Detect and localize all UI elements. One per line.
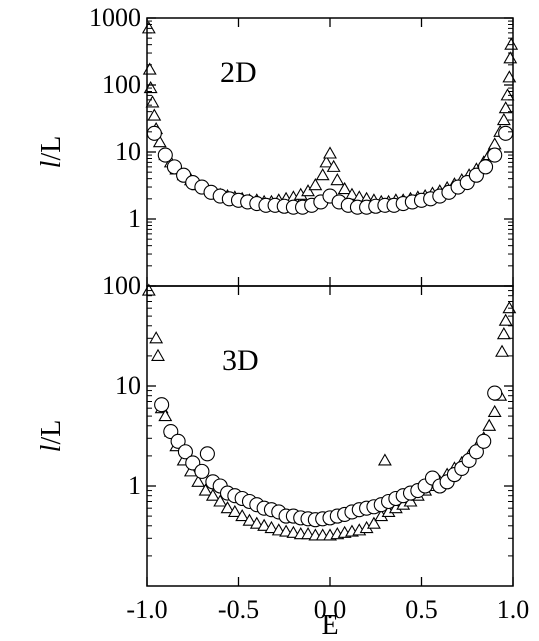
- panel-label-3d: 3D: [222, 344, 259, 377]
- ticks-2d: 1 10 100 1000: [89, 3, 514, 286]
- triangle-point-3d: [220, 501, 235, 514]
- x-tick-label: 0.0: [314, 595, 347, 624]
- triangle-point-2d: [315, 168, 330, 181]
- circle-point-3d: [170, 433, 186, 449]
- circle-point-2d: [487, 147, 503, 163]
- triangle-point-3d: [227, 504, 242, 518]
- panel-3d: 3D 1 10 100 -1.0 -0.5 0.0 0.5 1.0 l/L E: [36, 271, 529, 641]
- x-tick-label: 1.0: [497, 595, 530, 624]
- triangle-point-2d: [301, 184, 315, 197]
- triangle-point-3d: [496, 327, 511, 340]
- circle-point-2d: [146, 125, 162, 141]
- triangle-point-3d: [205, 488, 220, 501]
- y-axis-label-2d-italic: l: [36, 160, 67, 168]
- y-tick-label-2d: 1000: [89, 3, 141, 32]
- plot-frame-3d: [146, 285, 514, 587]
- circle-point-3d: [468, 444, 484, 460]
- x-tick-label: -1.0: [126, 595, 167, 624]
- triangle-point-2d: [504, 37, 519, 50]
- triangle-point-3d: [366, 516, 381, 529]
- triangle-point-2d: [330, 173, 345, 186]
- triangle-point-2d: [487, 137, 502, 150]
- y-tick-label-2d: 10: [115, 137, 141, 166]
- circle-point-3d: [199, 446, 215, 462]
- triangle-point-3d: [487, 404, 502, 418]
- triangle-point-2d: [500, 88, 515, 101]
- x-axis-label: E: [321, 610, 338, 641]
- triangle-point-3d: [377, 453, 392, 466]
- triangle-point-3d: [249, 516, 264, 529]
- triangle-point-2d: [308, 178, 323, 191]
- y-tick-label-3d: 1: [128, 471, 141, 500]
- x-tick-label: 0.5: [405, 595, 438, 624]
- triangle-point-3d: [264, 520, 279, 534]
- y-tick-label-2d: 1: [128, 204, 141, 233]
- triangle-point-2d: [496, 112, 511, 126]
- triangle-point-2d: [323, 146, 337, 159]
- y-tick-label-2d: 100: [102, 70, 141, 99]
- circle-point-2d: [157, 147, 173, 163]
- points-2d: [141, 21, 519, 215]
- x-tick-label: -0.5: [218, 595, 259, 624]
- triangle-point-3d: [235, 508, 250, 522]
- triangle-point-2d: [152, 135, 167, 148]
- triangle-point-3d: [257, 518, 272, 531]
- triangle-point-3d: [183, 464, 198, 477]
- triangle-point-2d: [147, 108, 162, 121]
- triangle-point-2d: [141, 21, 156, 34]
- y-axis-label-2d: l/L: [36, 136, 67, 169]
- triangle-point-2d: [337, 181, 352, 195]
- y-tick-label-3d: 10: [115, 371, 141, 400]
- triangle-point-3d: [158, 408, 173, 422]
- circle-point-3d: [177, 444, 193, 460]
- triangle-point-2d: [326, 159, 341, 172]
- triangle-point-3d: [149, 331, 164, 344]
- panel-2d: 2D 1 10 100 1000 l/L: [36, 3, 519, 287]
- circle-point-2d: [498, 125, 514, 141]
- points-3d: [141, 283, 517, 541]
- triangle-point-3d: [495, 344, 509, 357]
- triangle-point-3d: [198, 483, 213, 496]
- triangle-point-3d: [191, 474, 206, 487]
- triangle-point-3d: [151, 348, 165, 361]
- triangle-point-2d: [319, 155, 334, 168]
- circle-point-3d: [487, 385, 503, 401]
- circle-point-3d: [154, 397, 170, 413]
- triangle-point-3d: [213, 494, 228, 507]
- triangle-point-2d: [498, 101, 513, 114]
- y-axis-label-3d: l/L: [36, 420, 67, 453]
- triangle-point-3d: [242, 513, 257, 526]
- y-axis-label-3d-rest: /L: [36, 420, 67, 445]
- y-axis-label-3d-italic: l: [36, 444, 67, 452]
- panel-label-2d: 2D: [220, 56, 257, 89]
- circle-point-3d: [476, 433, 492, 449]
- triangle-point-3d: [141, 283, 156, 296]
- circle-point-2d: [477, 159, 494, 175]
- triangle-point-2d: [503, 51, 518, 64]
- y-axis-label-2d-rest: /L: [36, 136, 67, 161]
- ticks-3d: 1 10 100 -1.0 -0.5 0.0 0.5 1.0: [102, 271, 529, 624]
- circle-point-3d: [194, 463, 210, 479]
- triangle-point-3d: [498, 313, 513, 326]
- y-tick-label-3d: 100: [102, 271, 141, 300]
- triangle-point-3d: [482, 418, 497, 431]
- triangle-point-2d: [145, 95, 160, 108]
